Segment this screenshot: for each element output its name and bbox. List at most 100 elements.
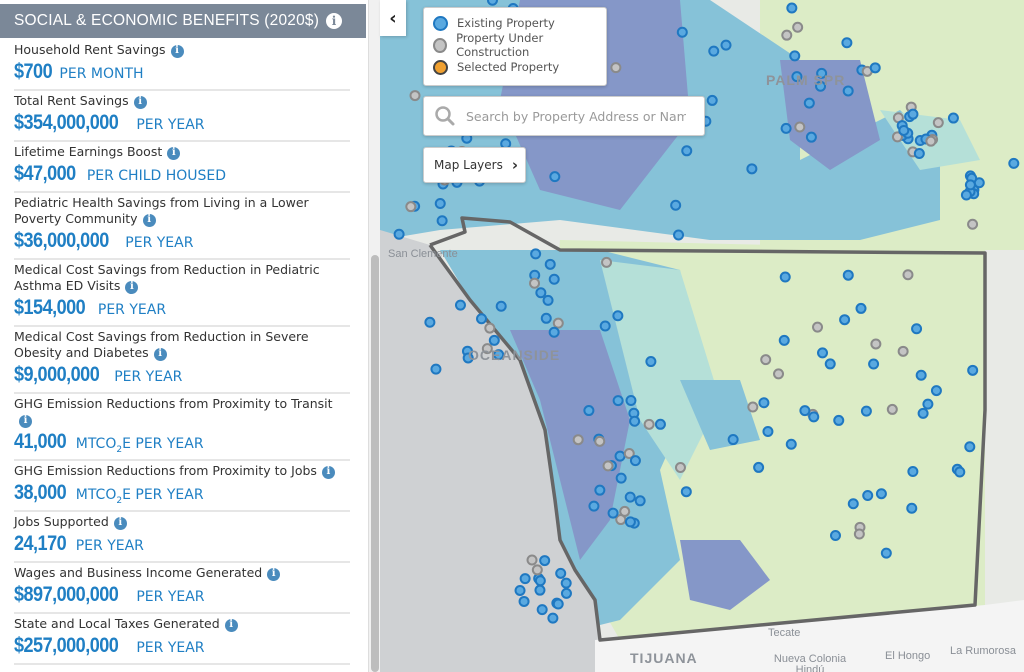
construction-property-marker[interactable]: [610, 62, 622, 74]
info-icon[interactable]: i: [125, 280, 139, 294]
existing-property-marker[interactable]: [922, 398, 934, 410]
construction-property-marker[interactable]: [531, 564, 543, 576]
info-icon[interactable]: i: [267, 567, 281, 581]
existing-property-marker[interactable]: [841, 37, 853, 49]
info-icon[interactable]: i: [224, 618, 238, 632]
construction-property-marker[interactable]: [932, 117, 944, 129]
existing-property-marker[interactable]: [829, 529, 841, 541]
existing-property-marker[interactable]: [536, 604, 548, 616]
existing-property-marker[interactable]: [673, 229, 685, 241]
existing-property-marker[interactable]: [495, 300, 507, 312]
existing-property-marker[interactable]: [645, 356, 657, 368]
existing-property-marker[interactable]: [535, 287, 547, 299]
construction-property-marker[interactable]: [853, 528, 865, 540]
construction-property-marker[interactable]: [409, 90, 421, 102]
existing-property-marker[interactable]: [588, 500, 600, 512]
existing-property-marker[interactable]: [654, 418, 666, 430]
existing-property-marker[interactable]: [462, 352, 474, 364]
existing-property-marker[interactable]: [476, 313, 488, 325]
existing-property-marker[interactable]: [614, 450, 626, 462]
existing-property-marker[interactable]: [599, 320, 611, 332]
existing-property-marker[interactable]: [805, 131, 817, 143]
existing-property-marker[interactable]: [434, 198, 446, 210]
existing-property-marker[interactable]: [842, 269, 854, 281]
construction-property-marker[interactable]: [481, 343, 493, 355]
existing-property-marker[interactable]: [615, 472, 627, 484]
existing-property-marker[interactable]: [676, 26, 688, 38]
existing-property-marker[interactable]: [727, 434, 739, 446]
info-icon[interactable]: i: [326, 13, 343, 29]
construction-property-marker[interactable]: [902, 269, 914, 281]
existing-property-marker[interactable]: [907, 466, 919, 478]
construction-property-marker[interactable]: [760, 354, 772, 366]
existing-property-marker[interactable]: [1008, 157, 1020, 169]
construction-property-marker[interactable]: [529, 277, 541, 289]
existing-property-marker[interactable]: [560, 587, 572, 599]
existing-property-marker[interactable]: [607, 507, 619, 519]
construction-property-marker[interactable]: [572, 434, 584, 446]
existing-property-marker[interactable]: [720, 39, 732, 51]
existing-property-marker[interactable]: [880, 547, 892, 559]
existing-property-marker[interactable]: [629, 415, 641, 427]
existing-property-marker[interactable]: [548, 326, 560, 338]
existing-property-marker[interactable]: [906, 502, 918, 514]
existing-property-marker[interactable]: [625, 394, 637, 406]
construction-property-marker[interactable]: [773, 368, 785, 380]
existing-property-marker[interactable]: [540, 312, 552, 324]
existing-property-marker[interactable]: [842, 85, 854, 97]
info-icon[interactable]: i: [113, 516, 127, 530]
existing-property-marker[interactable]: [862, 490, 874, 502]
existing-property-marker[interactable]: [514, 584, 526, 596]
existing-property-marker[interactable]: [815, 80, 827, 92]
existing-property-marker[interactable]: [779, 271, 791, 283]
existing-property-marker[interactable]: [762, 426, 774, 438]
existing-property-marker[interactable]: [548, 273, 560, 285]
existing-property-marker[interactable]: [816, 67, 828, 79]
existing-property-marker[interactable]: [898, 124, 910, 136]
existing-property-marker[interactable]: [542, 294, 554, 306]
existing-property-marker[interactable]: [803, 97, 815, 109]
existing-property-marker[interactable]: [875, 488, 887, 500]
map-layers-button[interactable]: Map Layers ›: [423, 147, 526, 183]
construction-property-marker[interactable]: [747, 401, 759, 413]
scrollbar-thumb[interactable]: [371, 255, 379, 672]
existing-property-marker[interactable]: [594, 484, 606, 496]
info-icon[interactable]: i: [142, 213, 156, 227]
construction-property-marker[interactable]: [925, 135, 937, 147]
construction-property-marker[interactable]: [552, 317, 564, 329]
existing-property-marker[interactable]: [869, 62, 881, 74]
existing-property-marker[interactable]: [839, 314, 851, 326]
existing-property-marker[interactable]: [758, 397, 770, 409]
existing-property-marker[interactable]: [913, 148, 925, 160]
existing-property-marker[interactable]: [634, 495, 646, 507]
existing-property-marker[interactable]: [799, 405, 811, 417]
panel-scrollbar[interactable]: [368, 0, 381, 672]
existing-property-marker[interactable]: [424, 316, 436, 328]
existing-property-marker[interactable]: [868, 358, 880, 370]
existing-property-marker[interactable]: [860, 405, 872, 417]
map-canvas[interactable]: [380, 0, 1024, 672]
existing-property-marker[interactable]: [560, 577, 572, 589]
existing-property-marker[interactable]: [808, 411, 820, 423]
search-input[interactable]: [464, 107, 688, 125]
info-icon[interactable]: i: [167, 146, 181, 160]
existing-property-marker[interactable]: [911, 323, 923, 335]
existing-property-marker[interactable]: [534, 584, 546, 596]
existing-property-marker[interactable]: [670, 199, 682, 211]
existing-property-marker[interactable]: [780, 122, 792, 134]
existing-property-marker[interactable]: [789, 50, 801, 62]
existing-property-marker[interactable]: [917, 407, 929, 419]
existing-property-marker[interactable]: [534, 575, 546, 587]
existing-property-marker[interactable]: [746, 163, 758, 175]
existing-property-marker[interactable]: [530, 248, 542, 260]
construction-property-marker[interactable]: [484, 322, 496, 334]
existing-property-marker[interactable]: [612, 310, 624, 322]
construction-property-marker[interactable]: [794, 121, 806, 133]
construction-property-marker[interactable]: [674, 461, 686, 473]
existing-property-marker[interactable]: [915, 369, 927, 381]
construction-property-marker[interactable]: [870, 338, 882, 350]
existing-property-marker[interactable]: [954, 466, 966, 478]
existing-property-marker[interactable]: [493, 349, 505, 361]
existing-property-marker[interactable]: [964, 179, 976, 191]
existing-property-marker[interactable]: [430, 363, 442, 375]
